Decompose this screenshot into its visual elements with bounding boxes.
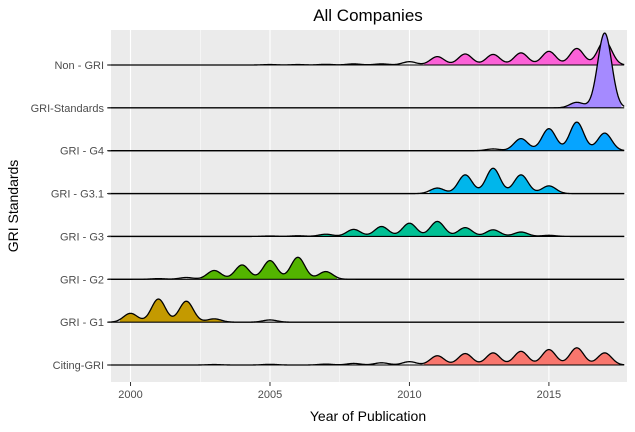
ridge-gri-g1 bbox=[108, 298, 625, 323]
x-tick-label: 2000 bbox=[118, 389, 142, 401]
x-axis: 2000 2005 2010 2015 bbox=[118, 382, 561, 401]
chart-title: All Companies bbox=[313, 6, 423, 25]
y-tick-label: GRI - G2 bbox=[60, 274, 104, 286]
x-tick-label: 2005 bbox=[258, 389, 282, 401]
y-tick-label: Citing-GRI bbox=[53, 360, 104, 372]
ridge-non-gri bbox=[108, 40, 625, 66]
ridge-gri-g3 bbox=[108, 220, 625, 238]
ridge-fill bbox=[563, 33, 622, 108]
ridge-gri-g4 bbox=[108, 121, 625, 152]
x-tick-label: 2010 bbox=[397, 389, 421, 401]
y-axis: Citing-GRI GRI - G1 GRI - G2 GRI - G3 GRI - … bbox=[31, 60, 111, 372]
ridge-gri-g2 bbox=[108, 256, 625, 280]
ridge-fill bbox=[502, 122, 622, 151]
y-tick-label: GRI - G1 bbox=[60, 317, 104, 329]
y-tick-label: GRI - G3 bbox=[60, 231, 104, 243]
ridges bbox=[108, 32, 625, 366]
y-tick-label: GRI-Standards bbox=[31, 103, 105, 115]
y-axis-title: GRI Standards bbox=[5, 160, 21, 253]
plot-panel bbox=[111, 30, 627, 382]
y-tick-label: GRI - G3.1 bbox=[51, 189, 104, 201]
ridge-gri-standards bbox=[108, 32, 625, 109]
ridge-fill bbox=[429, 168, 563, 194]
ridge-fill bbox=[423, 347, 625, 365]
y-tick-label: GRI - G4 bbox=[60, 146, 104, 158]
ridge-gri-g3-1 bbox=[108, 167, 625, 195]
ridge-fill bbox=[423, 40, 622, 65]
ridge-fill bbox=[315, 221, 561, 237]
x-tick-label: 2015 bbox=[537, 389, 561, 401]
y-tick-label: Non - GRI bbox=[54, 60, 104, 72]
ridge-citing-gri bbox=[108, 347, 625, 366]
x-axis-title: Year of Publication bbox=[310, 408, 426, 424]
